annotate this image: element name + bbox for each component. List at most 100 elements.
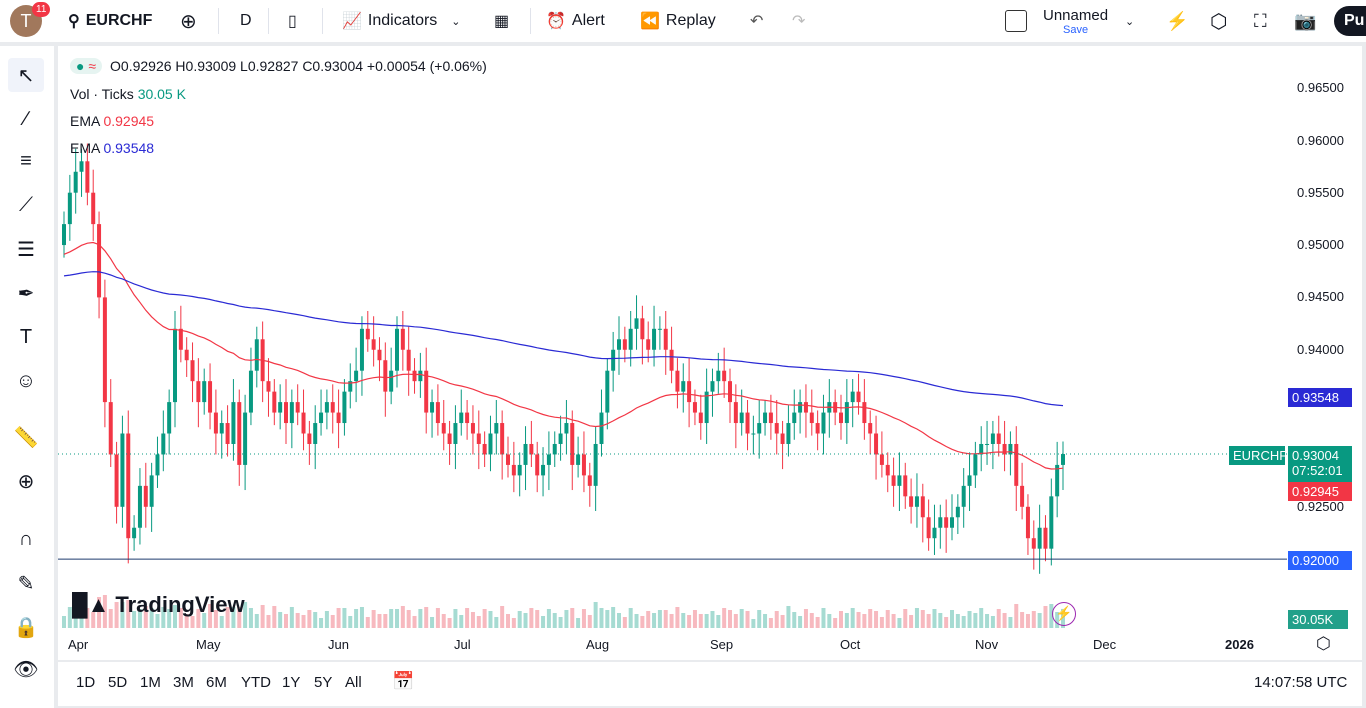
range-5y[interactable]: 5Y (314, 674, 333, 691)
text-icon[interactable]: T (19, 325, 33, 348)
range-6m[interactable]: 6M (206, 674, 227, 691)
redo-icon[interactable]: ↷ (792, 13, 806, 30)
layout-name[interactable]: Unnamed Save (1043, 6, 1109, 36)
eye-icon[interactable]: 👁 (13, 658, 39, 681)
candle-body (243, 412, 248, 465)
volume-bar (324, 611, 329, 628)
save-button[interactable]: Save (1062, 23, 1089, 36)
brush-icon[interactable]: ✒ (17, 282, 35, 305)
status-dots[interactable]: ● ≈ (70, 58, 103, 74)
candle-body (167, 402, 172, 434)
candle-body (605, 370, 610, 413)
candle-body (716, 370, 721, 382)
volume-bar (979, 608, 984, 628)
quick-search-icon[interactable]: ⚡ (1166, 10, 1189, 31)
candle-body (733, 402, 738, 424)
range-ytd[interactable]: YTD (241, 674, 271, 691)
candle-body (143, 485, 148, 507)
volume-bar (622, 617, 627, 628)
volume-legend[interactable]: Vol · Ticks 30.05 K (70, 86, 186, 102)
volume-bar (1020, 612, 1025, 628)
layouts-grid-icon[interactable]: ▦ (494, 13, 510, 30)
volume-bar (476, 616, 481, 628)
range-1y[interactable]: 1Y (282, 674, 301, 691)
ema-slow-legend[interactable]: EMA 0.93548 (70, 140, 155, 156)
candle-body (517, 464, 522, 476)
tv-logo-icon: █▲ (72, 592, 110, 617)
volume-bar (944, 617, 949, 628)
volume-bar (132, 611, 137, 628)
date-range-icon[interactable]: 📅 (392, 671, 415, 691)
undo-icon[interactable]: ↶ (750, 13, 764, 30)
replay-button[interactable]: ⏪ Replay (640, 12, 716, 30)
axis-settings-icon[interactable]: ⬡ (1316, 634, 1331, 653)
candle-body (897, 475, 902, 486)
trend-line-icon[interactable]: ∕ (24, 107, 28, 130)
candle-body (967, 475, 972, 486)
fib-lines-icon[interactable]: ≡ (20, 149, 32, 172)
emoji-icon[interactable]: ☺ (15, 369, 37, 392)
volume-bar (973, 613, 978, 628)
candle-body (541, 464, 546, 476)
symbol-search[interactable]: ⚲ EURCHF (68, 12, 153, 30)
ema-slow-price-tag: 0.93548 (1288, 388, 1352, 407)
tradingview-logo[interactable]: █▲ TradingView (72, 592, 245, 617)
clock[interactable]: 14:07:58 UTC (1254, 674, 1348, 691)
candles-icon[interactable]: ▯ (288, 13, 297, 30)
magnet-icon[interactable]: ∩ (18, 527, 34, 550)
ema-fast-legend[interactable]: EMA 0.92945 (70, 113, 155, 129)
interval-button[interactable]: D (240, 12, 252, 29)
cursor-icon[interactable]: ↖ (8, 58, 44, 92)
range-all[interactable]: All (345, 674, 362, 691)
volume-bar (985, 614, 990, 628)
lock-icon[interactable]: 🔒 (13, 616, 39, 639)
candle-body (698, 412, 703, 424)
candle-body (284, 402, 288, 424)
alert-button[interactable]: ⏰ Alert (546, 12, 605, 30)
settings-hexagon-icon[interactable]: ⬡ (1210, 10, 1228, 33)
candle-body (839, 412, 843, 424)
fullscreen-icon[interactable]: ⛶ (1254, 10, 1267, 31)
ruler-icon[interactable]: 📏 (13, 426, 39, 449)
publish-button[interactable]: Pu (1334, 0, 1366, 42)
indicators-button[interactable]: 📈 Indicators ⌄ (342, 12, 461, 30)
range-1d[interactable]: 1D (76, 674, 96, 691)
volume-bar (167, 609, 172, 628)
time-tick: Jul (454, 637, 471, 652)
lock-drawing-icon[interactable]: ✎ (17, 572, 35, 595)
range-3m[interactable]: 3M (173, 674, 194, 691)
price-tick: 0.94000 (1297, 342, 1344, 357)
candle-body (1043, 527, 1048, 549)
range-1m[interactable]: 1M (140, 674, 161, 691)
candle-body (342, 391, 347, 424)
candle-body (798, 402, 803, 413)
candle-body (587, 475, 592, 486)
candle-body (985, 443, 990, 445)
candle-body (792, 412, 797, 424)
candle-body (663, 328, 668, 350)
volume-bar (237, 607, 242, 628)
range-5d[interactable]: 5D (108, 674, 128, 691)
volume-bar (447, 618, 452, 628)
forecast-icon[interactable]: ☰ (17, 238, 35, 261)
drawing-toolbar: ↖ ∕ ≡ ⟋ ☰ ✒ T ☺ 📏 ⊕ ∩ ✎ 🔒 👁 (0, 46, 54, 708)
lightning-icon[interactable]: ⚡ (1052, 602, 1076, 626)
volume-bar (406, 610, 411, 628)
candle-body (319, 412, 324, 424)
camera-icon[interactable]: 📷 (1294, 10, 1317, 31)
volume-bar (815, 617, 820, 628)
candle-body (570, 423, 575, 465)
zoom-in-icon[interactable]: ⊕ (17, 470, 35, 493)
volume-bar (470, 612, 475, 628)
pattern-icon[interactable]: ⟋ (19, 193, 33, 216)
candle-body (184, 349, 189, 361)
candle-body (1055, 464, 1060, 497)
candle-body (815, 423, 820, 434)
volume-bar (143, 606, 148, 628)
candle-body (809, 412, 814, 424)
layout-checkbox[interactable] (1005, 0, 1027, 42)
chart-pane[interactable] (58, 46, 1362, 660)
chevron-down-icon[interactable]: ⌄ (1125, 15, 1135, 28)
compare-plus-icon[interactable]: ⊕ (180, 10, 197, 33)
